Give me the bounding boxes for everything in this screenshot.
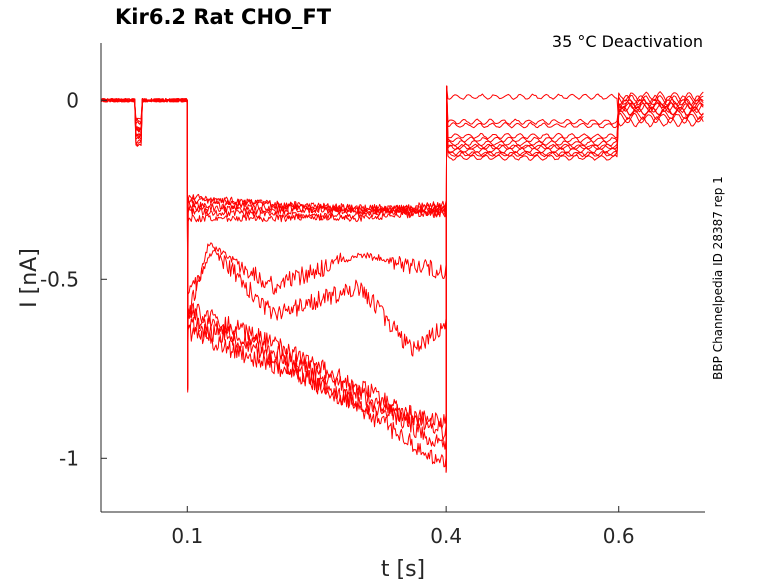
current-trace: [100, 85, 704, 472]
current-trace: [100, 85, 704, 468]
trace-group: [100, 85, 704, 473]
current-trace: [100, 85, 704, 469]
y-tick-label: -1: [59, 446, 79, 470]
x-tick-label: 0.6: [603, 524, 635, 548]
x-tick-label: 0.1: [171, 524, 203, 548]
current-trace: [100, 85, 704, 473]
current-trace: [100, 85, 704, 470]
y-tick-label: -0.5: [40, 267, 79, 291]
channelpedia-id-label: BBP Channelpedia ID 28387 rep 1: [711, 176, 725, 380]
tick-group: 0.1 0.4 0.6 0 -0.5 -1: [40, 88, 635, 548]
y-tick-label: 0: [66, 88, 79, 112]
x-tick-label: 0.4: [430, 524, 462, 548]
condition-annotation: 35 °C Deactivation: [552, 32, 703, 51]
chart-title: Kir6.2 Rat CHO_FT: [115, 5, 332, 29]
y-axis-label: I [nA]: [17, 248, 42, 308]
current-trace: [100, 85, 704, 472]
current-trace: [100, 85, 704, 470]
x-axis-label: t [s]: [381, 557, 425, 582]
current-trace: [100, 85, 704, 471]
